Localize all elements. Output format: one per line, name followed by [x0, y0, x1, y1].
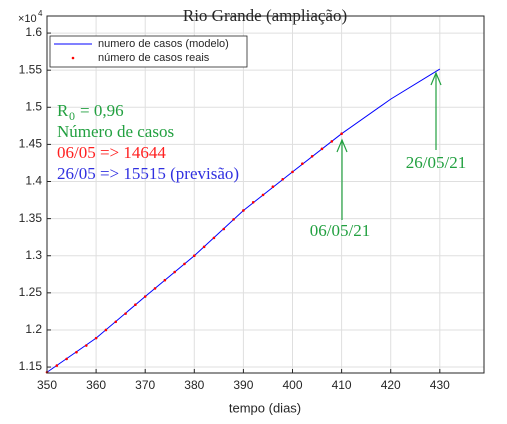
data-point: [340, 132, 343, 136]
annotation-0605: 06/05 => 14644: [57, 143, 166, 162]
y-tick-label: 1.45: [19, 137, 43, 151]
data-point: [94, 336, 98, 340]
x-tick-label: 350: [37, 378, 57, 392]
data-point: [291, 170, 294, 174]
y-tick-label: 1.25: [19, 285, 43, 299]
data-point: [104, 328, 108, 332]
legend-label: numero de casos (modelo): [98, 38, 229, 50]
data-point: [330, 140, 334, 143]
data-point: [124, 312, 127, 315]
data-point: [163, 278, 167, 282]
y-tick-label: 1.4: [25, 174, 42, 188]
data-point: [242, 209, 245, 212]
data-point: [320, 147, 324, 151]
data-point: [75, 350, 78, 354]
data-point: [193, 254, 196, 258]
grid: [46, 16, 484, 373]
x-tick-label: 370: [135, 378, 155, 392]
axes-box: [46, 15, 485, 374]
arrow-head: [430, 71, 442, 86]
x-axis-label: tempo (dias): [229, 400, 301, 415]
data-point: [261, 193, 265, 197]
data-point: [84, 344, 88, 347]
y-exponent: 4: [38, 9, 43, 18]
data-point: [310, 154, 314, 158]
data-point: [153, 287, 157, 290]
r0-value: = 0,96: [80, 101, 124, 120]
x-tick-label: 400: [282, 378, 302, 392]
y-tick-label: 1.5: [25, 99, 42, 113]
data-point: [301, 162, 304, 165]
x-tick-label: 360: [86, 378, 106, 392]
legend-box: [49, 35, 248, 68]
arrow-label: 06/05/21: [310, 221, 370, 240]
data-point: [55, 364, 59, 367]
r0-symbol: R: [57, 101, 69, 120]
cases-heading: Número de casos: [57, 122, 174, 141]
x-tick-label: 420: [381, 378, 401, 392]
y-tick-label: 1.3: [25, 248, 42, 262]
data-point: [65, 357, 68, 361]
arrows: [336, 71, 442, 220]
x-tick-label: 410: [332, 378, 352, 392]
r0-subscript: 0: [69, 109, 75, 123]
data-point: [232, 218, 235, 221]
arrow-label: 26/05/21: [406, 153, 466, 172]
y-tick-label: 1.2: [25, 322, 42, 336]
data-point: [173, 270, 176, 274]
annotation-2605: 26/05 => 15515 (previsão): [57, 164, 239, 183]
chart-title: Rio Grande (ampliação): [183, 6, 347, 25]
arrow-head: [336, 138, 348, 153]
data-point: [281, 177, 284, 181]
plot-area: [47, 16, 484, 373]
x-tick-label: 390: [233, 378, 253, 392]
y-exponent-base: ×10: [18, 13, 37, 25]
legend-label: número de casos reais: [98, 52, 210, 64]
y-tick-label: 1.15: [19, 359, 43, 373]
data-point: [222, 227, 226, 231]
x-tick-label: 430: [430, 378, 450, 392]
legend: numero de casos (modelo) número de casos…: [49, 35, 248, 68]
data-point: [251, 200, 255, 204]
y-tick-label: 1.35: [19, 211, 43, 225]
data-point: [143, 295, 147, 298]
x-tick-label: 380: [184, 378, 204, 392]
legend-dot: [71, 56, 75, 60]
data-point: [202, 245, 206, 249]
data-point: [114, 320, 118, 324]
y-tick-label: 1.6: [25, 25, 42, 39]
y-tick-label: 1.55: [19, 62, 43, 76]
data-point: [134, 303, 137, 307]
data-point: [183, 262, 186, 266]
data-point: [271, 185, 275, 189]
data-point: [212, 236, 216, 240]
